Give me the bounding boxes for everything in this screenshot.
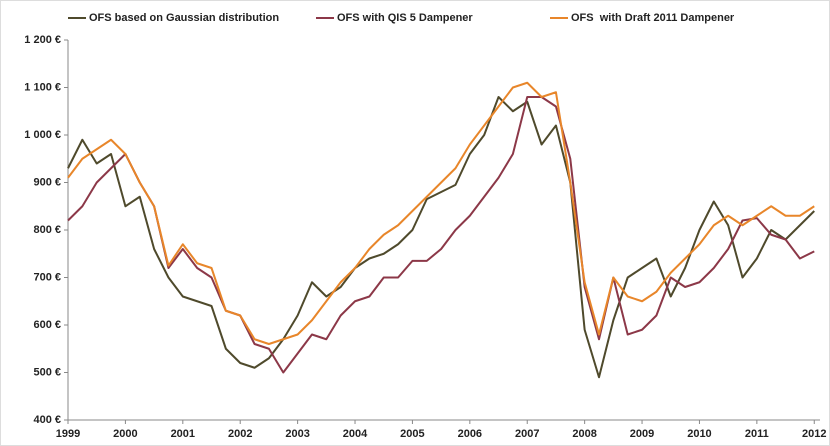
y-tick-label: 1 100 € [24, 81, 61, 93]
legend-label: OFS based on Gaussian distribution [89, 12, 279, 24]
y-tick-label: 900 € [33, 176, 61, 188]
x-tick-label: 2005 [400, 428, 424, 440]
y-tick-label: 500 € [33, 366, 61, 378]
x-tick-label: 2002 [228, 428, 252, 440]
y-tick-label: 1 000 € [24, 129, 61, 141]
x-tick-label: 1999 [56, 428, 80, 440]
x-tick-label: 2004 [343, 428, 368, 440]
y-tick-label: 600 € [33, 319, 61, 331]
y-tick-label: 800 € [33, 224, 61, 236]
x-tick-label: 2011 [745, 428, 769, 440]
x-tick-label: 2006 [458, 428, 482, 440]
x-tick-label: 2012 [802, 428, 826, 440]
y-tick-label: 700 € [33, 271, 61, 283]
series-line [67, 96, 815, 374]
y-tick-label: 400 € [33, 414, 61, 426]
x-tick-label: 2000 [113, 428, 137, 440]
x-tick-label: 2007 [515, 428, 539, 440]
x-tick-label: 2010 [687, 428, 711, 440]
x-tick-label: 2001 [171, 428, 195, 440]
legend-label: OFS with QIS 5 Dampener [337, 12, 473, 24]
series-line [67, 96, 815, 379]
x-tick-label: 2003 [285, 428, 309, 440]
x-tick-label: 2009 [630, 428, 654, 440]
y-tick-label: 1 200 € [24, 34, 61, 46]
series-line [67, 81, 815, 345]
legend-label: OFS with Draft 2011 Dampener [571, 12, 735, 24]
x-tick-label: 2008 [572, 428, 596, 440]
